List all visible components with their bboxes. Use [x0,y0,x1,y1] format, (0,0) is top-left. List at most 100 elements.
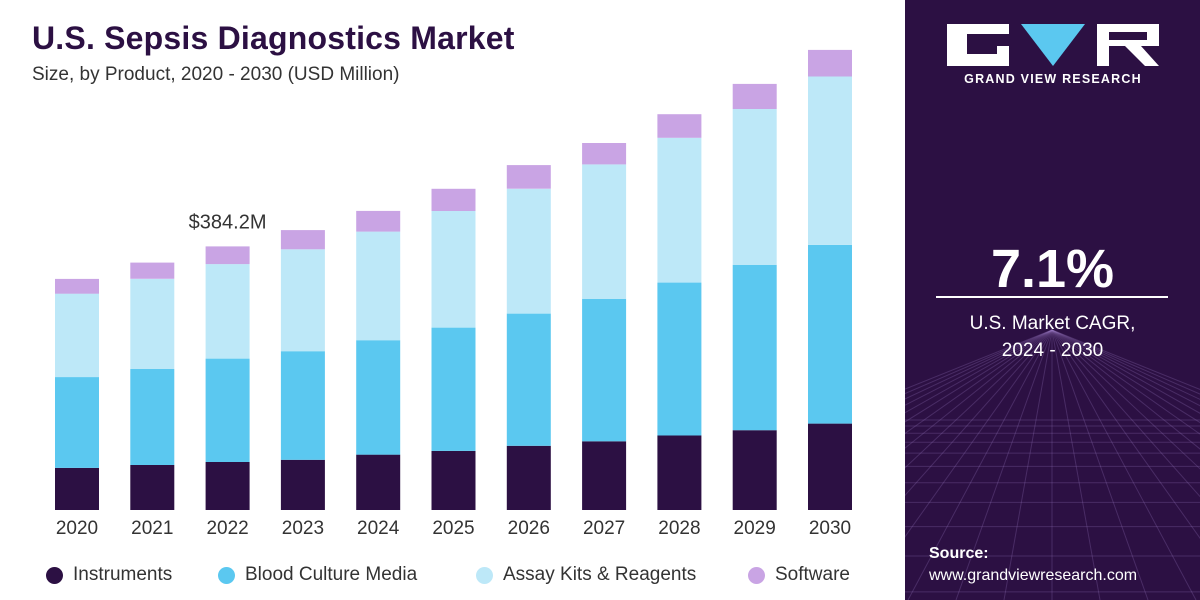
grid-line [905,329,1053,423]
bar-instruments-2022 [205,462,250,510]
x-tick-label-2024: 2024 [357,518,400,539]
grid-line [1003,329,1053,600]
bar-blood-culture-media-2021 [130,369,175,465]
legend-swatch [218,566,235,584]
bar-blood-culture-media-2027 [582,298,627,442]
grid-line [1051,329,1200,400]
grid-line [1051,329,1200,435]
bar-blood-culture-media-2024 [356,340,401,455]
x-tick-label-2020: 2020 [56,518,98,539]
bar-blood-culture-media-2028 [657,282,702,436]
legend-label: Blood Culture Media [245,564,418,585]
legend-swatch [46,566,63,584]
cagr-value: 7.1% [990,239,1115,299]
x-tick-label-2027: 2027 [583,518,625,539]
legend-item-assay-kits-reagents: Assay Kits & Reagents [476,562,696,588]
bar-assay-kits-reagents-2027 [582,164,627,299]
chart-legend: Instruments Blood Culture Media Assay Kits… [46,562,906,588]
x-tick-label-2025: 2025 [432,518,474,539]
x-tick-label-2022: 2022 [206,518,248,539]
bar-blood-culture-media-2022 [205,358,250,462]
bar-software-2028 [657,114,702,138]
bar-assay-kits-reagents-2024 [356,231,401,341]
source-url: www.grandviewresearch.com [929,567,1138,584]
x-tick-label-2028: 2028 [658,518,700,539]
bar-software-2027 [582,143,627,165]
bar-instruments-2025 [431,450,476,510]
bar-blood-culture-media-2029 [732,264,777,431]
grid-line [905,329,1053,434]
bar-instruments-2024 [356,454,401,510]
x-tick-label-2029: 2029 [734,518,776,539]
bar-software-2021 [130,262,175,279]
bar-instruments-2028 [657,435,702,510]
grid-line [907,329,1053,600]
cagr-caption-line-1: U.S. Market CAGR, [969,313,1136,334]
bar-software-2026 [506,165,551,189]
bar-instruments-2020 [55,467,99,510]
legend-item-software: Software [748,562,850,588]
bar-instruments-2021 [130,465,175,510]
bar-software-2024 [356,210,401,232]
cagr-caption: U.S. Market CAGR, 2024 - 2030 [905,310,1200,364]
cagr-divider [936,296,1168,298]
grid-line [905,329,1053,395]
legend-swatch [476,566,493,584]
grid-line [1051,329,1200,470]
bar-instruments-2023 [280,459,325,510]
grid-line [1051,329,1200,391]
x-tick-label-2026: 2026 [508,518,550,539]
bar-assay-kits-reagents-2023 [280,249,325,352]
grid-line [905,329,1053,390]
source-label: Source: [929,545,989,562]
grid-line [1051,329,1200,539]
grid-line [905,329,1053,406]
grid-line [1051,329,1197,600]
gvr-logo-icon [947,24,1159,66]
bar-blood-culture-media-2020 [55,377,99,468]
grid-line [1051,329,1200,407]
bar-software-2020 [55,278,99,294]
bar-blood-culture-media-2026 [506,313,551,446]
sidebar-panel: GRAND VIEW RESEARCH 7.1% U.S. Market CAG… [905,0,1200,600]
data-label-2022: $384.2M [189,211,267,233]
bar-instruments-2030 [808,423,852,510]
bar-assay-kits-reagents-2026 [506,188,551,314]
legend-label: Assay Kits & Reagents [503,564,697,585]
brand-name: GRAND VIEW RESEARCH [964,72,1142,86]
bar-assay-kits-reagents-2030 [808,76,852,245]
grid-line [905,329,1053,449]
grid-line [1051,329,1200,450]
bar-software-2023 [280,230,325,250]
bar-assay-kits-reagents-2022 [205,264,250,359]
bar-blood-culture-media-2025 [431,327,476,451]
bar-software-2022 [205,246,250,265]
bar-software-2030 [808,49,852,77]
x-tick-label-2030: 2030 [809,518,851,539]
grid-line [1051,329,1200,414]
bar-instruments-2029 [732,430,777,510]
bar-assay-kits-reagents-2028 [657,137,702,283]
legend-swatch [748,566,765,584]
grid-line [1051,329,1149,600]
grid-line [1051,329,1200,424]
grid-line [905,329,1053,414]
legend-item-instruments: Instruments [46,562,172,588]
bar-assay-kits-reagents-2029 [732,109,777,265]
grid-line [905,329,1053,469]
bar-assay-kits-reagents-2025 [431,210,476,328]
x-tick-label-2023: 2023 [282,518,324,539]
cagr-caption-line-2: 2024 - 2030 [1001,340,1104,361]
grid-line [905,329,1053,497]
legend-item-blood-culture-media: Blood Culture Media [218,562,417,588]
chart-subtitle: Size, by Product, 2020 - 2030 (USD Milli… [32,64,400,85]
bar-instruments-2026 [506,445,551,510]
legend-label: Software [775,564,850,585]
grid-line [1051,329,1200,498]
grid-line [955,329,1053,600]
grid-line [1051,329,1101,600]
bar-instruments-2027 [582,441,627,510]
bar-assay-kits-reagents-2020 [55,293,99,377]
grid-line [905,329,1053,400]
